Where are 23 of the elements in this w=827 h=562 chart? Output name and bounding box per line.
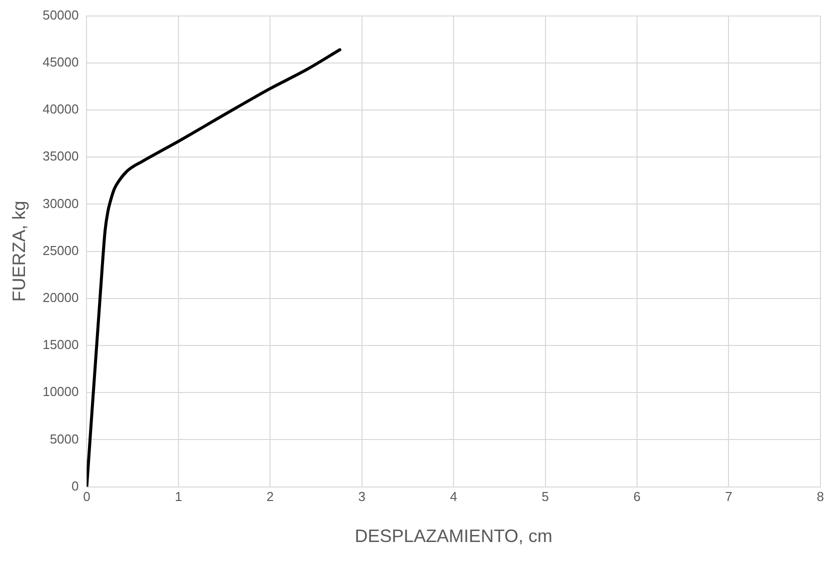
x-tick-label: 8 [816, 489, 824, 504]
y-tick-label: 40000 [42, 102, 79, 117]
x-tick-label: 3 [358, 489, 366, 504]
line-series [86, 48, 342, 487]
y-tick-label: 35000 [42, 148, 79, 164]
x-tick-label: 6 [633, 489, 641, 504]
y-tick-label: 50000 [42, 7, 79, 22]
x-tick-label: 0 [83, 489, 90, 504]
y-tick-label: 5000 [50, 431, 79, 446]
x-tick-label: 1 [174, 489, 182, 504]
y-tick-label: 15000 [42, 337, 79, 352]
y-tick-label: 10000 [42, 384, 79, 400]
y-tick-label: 30000 [42, 196, 79, 211]
y-axis-title: FUERZA, kg [8, 200, 29, 302]
y-tick-label: 0 [72, 478, 79, 494]
x-tick-label: 7 [725, 489, 732, 504]
x-tick-label: 2 [266, 489, 274, 504]
x-tick-label: 4 [450, 489, 458, 504]
y-tick-label: 45000 [42, 54, 79, 70]
y-tick-label: 25000 [42, 242, 79, 258]
x-tick-label: 5 [542, 489, 549, 504]
y-tick-label: 20000 [42, 290, 79, 305]
x-axis-title: DESPLAZAMIENTO, cm [354, 526, 552, 546]
